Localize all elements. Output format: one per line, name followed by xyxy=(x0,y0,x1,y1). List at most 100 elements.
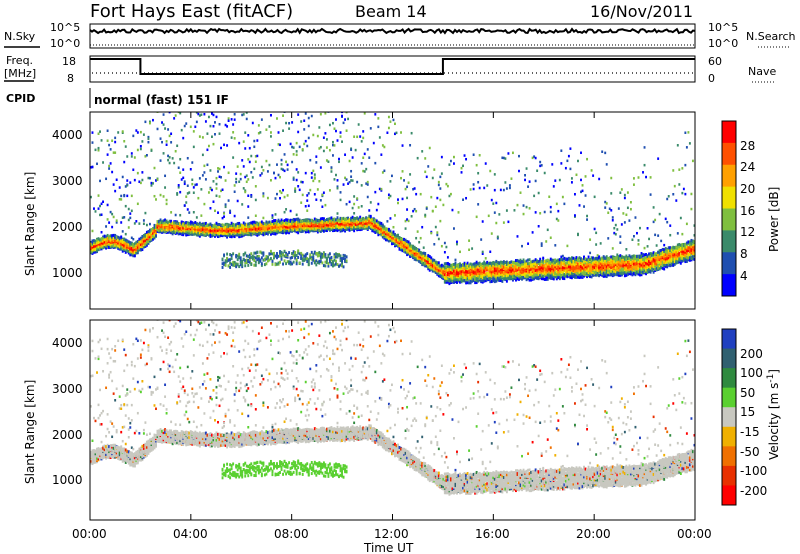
power-cell xyxy=(368,209,371,212)
power-cell xyxy=(298,145,301,149)
power-cell xyxy=(277,230,280,234)
power-cell xyxy=(247,216,250,219)
power-cell xyxy=(191,228,194,232)
power-cell xyxy=(224,222,227,226)
power-cell xyxy=(495,259,498,263)
power-cell xyxy=(300,180,303,184)
power-cell xyxy=(324,220,327,224)
power-cell xyxy=(218,167,221,171)
power-cell xyxy=(466,261,469,265)
power-cell xyxy=(427,267,430,271)
power-cell xyxy=(502,271,505,275)
power-cell xyxy=(368,225,371,229)
power-cell xyxy=(139,130,142,134)
power-cell xyxy=(179,112,182,115)
power-cell xyxy=(460,279,463,283)
power-cell xyxy=(341,261,343,265)
power-cell xyxy=(453,274,455,278)
power-cell xyxy=(265,262,268,266)
power-cell xyxy=(356,216,359,220)
power-cell xyxy=(245,117,248,121)
freq-tick-top: 18 xyxy=(62,55,76,68)
power-cell xyxy=(312,133,315,137)
power-cell xyxy=(254,155,257,158)
power-cell xyxy=(499,260,502,264)
power-cell xyxy=(392,118,395,122)
power-cell xyxy=(109,148,112,151)
power-cell xyxy=(183,229,186,233)
power-cell xyxy=(481,250,484,254)
power-cell xyxy=(286,229,289,233)
power-cell xyxy=(192,210,195,214)
power-cell xyxy=(436,271,439,275)
power-cell xyxy=(362,169,365,173)
power-cell xyxy=(108,167,111,170)
power-cell xyxy=(156,225,159,229)
power-cell xyxy=(168,134,171,138)
power-cell xyxy=(224,225,227,229)
power-cell xyxy=(345,112,348,114)
power-cell xyxy=(250,195,253,198)
power-cell xyxy=(359,221,362,225)
power-cell xyxy=(230,231,233,235)
power-cell xyxy=(309,227,312,231)
power-cell xyxy=(310,176,313,179)
power-cell xyxy=(493,273,496,277)
power-cell xyxy=(262,224,265,228)
power-cell xyxy=(289,262,292,266)
power-cell xyxy=(262,258,265,262)
power-cell xyxy=(220,233,222,237)
power-cell xyxy=(312,253,315,257)
power-cell xyxy=(214,234,216,238)
power-cell xyxy=(307,124,310,128)
power-cell xyxy=(306,209,309,212)
power-cell xyxy=(248,222,251,226)
power-cell xyxy=(496,271,499,275)
power-cell xyxy=(91,239,94,243)
power-cell xyxy=(177,112,180,114)
power-cell xyxy=(192,228,195,232)
power-cell xyxy=(198,135,201,138)
power-cell xyxy=(404,250,407,254)
power-cell xyxy=(358,105,360,108)
power-cell xyxy=(130,253,133,257)
power-cell xyxy=(247,194,250,197)
power-cell xyxy=(359,228,362,232)
power-cell xyxy=(158,224,160,228)
power-cell xyxy=(170,141,173,144)
power-cell xyxy=(152,228,154,232)
power-cell xyxy=(499,279,502,283)
power-cell xyxy=(161,222,163,226)
power-cell xyxy=(224,203,227,206)
power-cell xyxy=(294,190,297,193)
power-cell xyxy=(374,113,377,116)
power-cell xyxy=(285,231,288,235)
power-cell xyxy=(115,219,118,222)
power-cell xyxy=(469,262,472,266)
power-cell xyxy=(288,221,291,225)
power-cell xyxy=(280,167,283,171)
power-cell xyxy=(139,236,142,240)
power-cell xyxy=(133,222,136,225)
power-cell xyxy=(271,226,274,230)
power-cell xyxy=(353,223,356,227)
power-cell xyxy=(333,178,336,181)
power-cell xyxy=(288,260,291,264)
power-cell xyxy=(306,260,309,264)
power-cell xyxy=(254,160,257,164)
power-cell xyxy=(307,116,310,120)
power-cell xyxy=(273,256,275,260)
power-cell xyxy=(206,224,209,228)
power-cell xyxy=(277,254,280,258)
power-cell xyxy=(283,250,286,254)
power-cell xyxy=(400,131,402,134)
power-cell xyxy=(456,280,458,284)
power-cell xyxy=(407,244,410,248)
power-cell xyxy=(377,220,380,224)
power-cell xyxy=(139,181,142,185)
power-cell xyxy=(279,222,281,226)
power-cell xyxy=(132,253,135,257)
power-cell xyxy=(211,135,213,138)
power-cell xyxy=(443,265,446,269)
power-cell xyxy=(159,227,162,231)
